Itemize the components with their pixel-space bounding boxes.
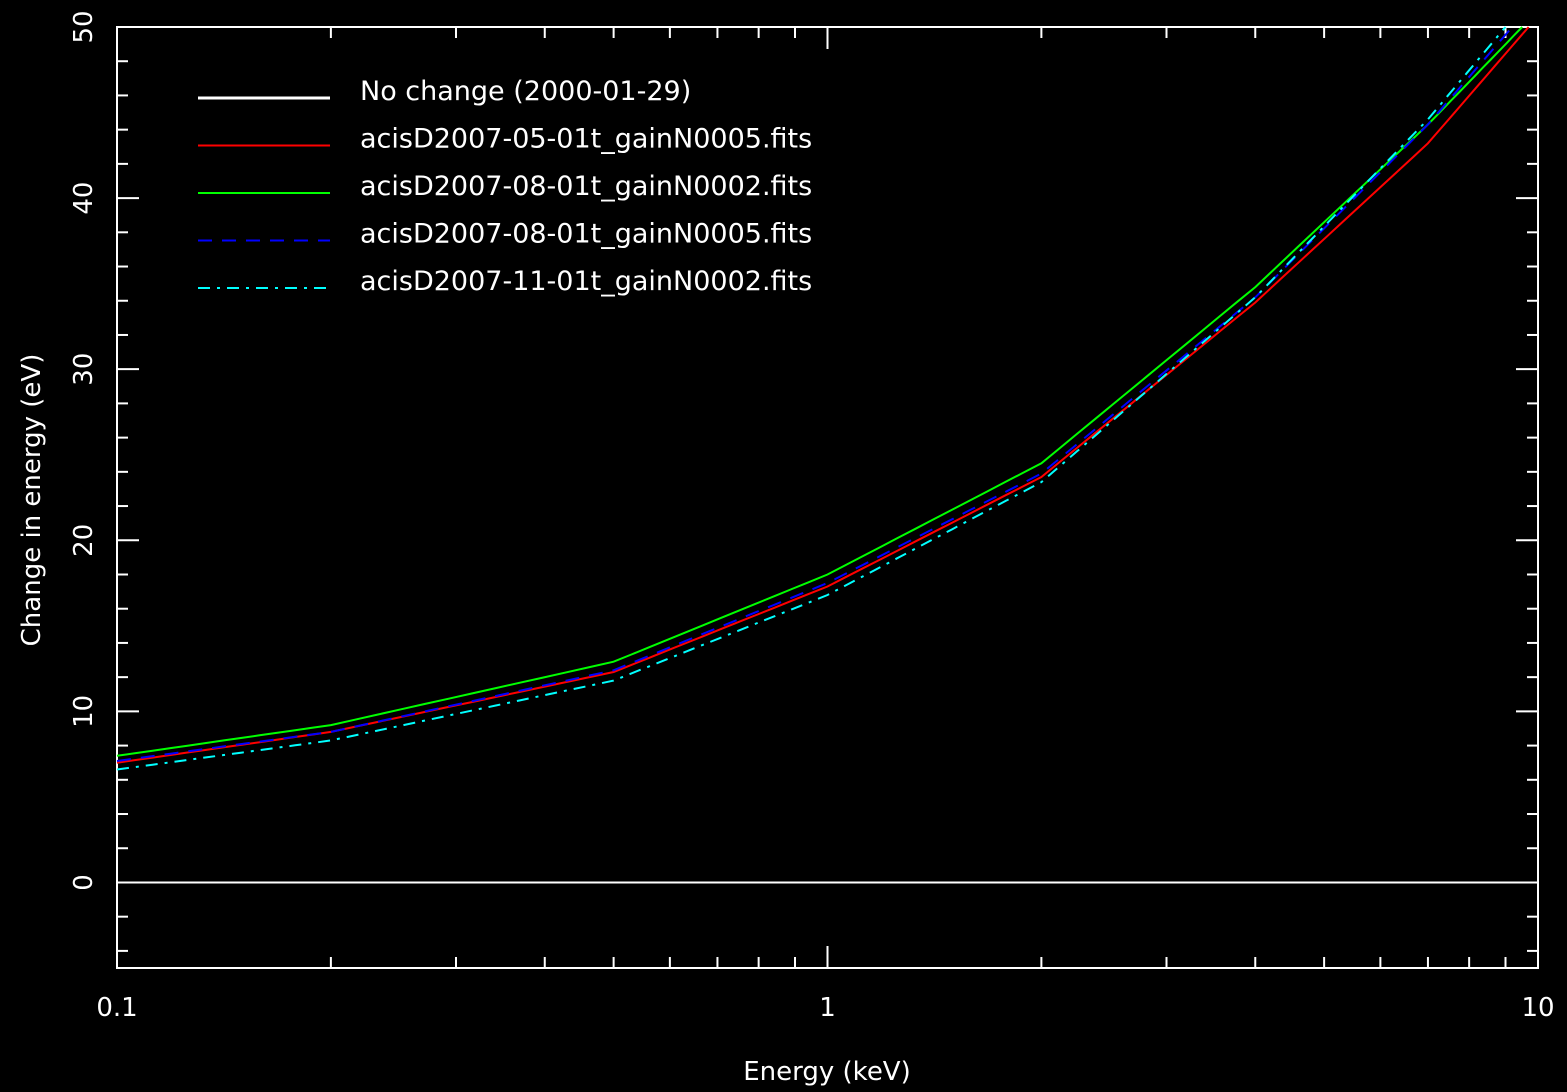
x-tick-label: 10 <box>1521 993 1554 1023</box>
y-axis-label: Change in energy (eV) <box>17 354 47 647</box>
legend-label: acisD2007-08-01t_gainN0005.fits <box>360 219 812 250</box>
series-line-2 <box>116 26 1523 757</box>
legend: No change (2000-01-29) acisD2007-05-01t_g… <box>198 76 812 297</box>
axes: 0.1 1 10 0 10 20 30 40 50 <box>69 10 1555 1023</box>
legend-label: acisD2007-11-01t_gainN0002.fits <box>360 266 812 297</box>
y-tick-label: 30 <box>69 353 99 386</box>
y-tick-label: 40 <box>69 182 99 215</box>
y-tick-label: 0 <box>69 874 99 891</box>
legend-label: acisD2007-05-01t_gainN0005.fits <box>360 124 812 155</box>
series-line-4 <box>116 26 1507 771</box>
x-axis-label: Energy (keV) <box>743 1057 911 1087</box>
legend-label: No change (2000-01-29) <box>360 76 691 107</box>
x-tick-label: 0.1 <box>96 993 137 1023</box>
x-tick-label: 1 <box>819 993 836 1023</box>
legend-label: acisD2007-08-01t_gainN0002.fits <box>360 171 812 202</box>
y-tick-label: 10 <box>69 695 99 728</box>
y-tick-label: 20 <box>69 524 99 557</box>
series-layer <box>116 26 1538 884</box>
y-tick-label: 50 <box>69 10 99 43</box>
series-line-3 <box>116 26 1514 762</box>
